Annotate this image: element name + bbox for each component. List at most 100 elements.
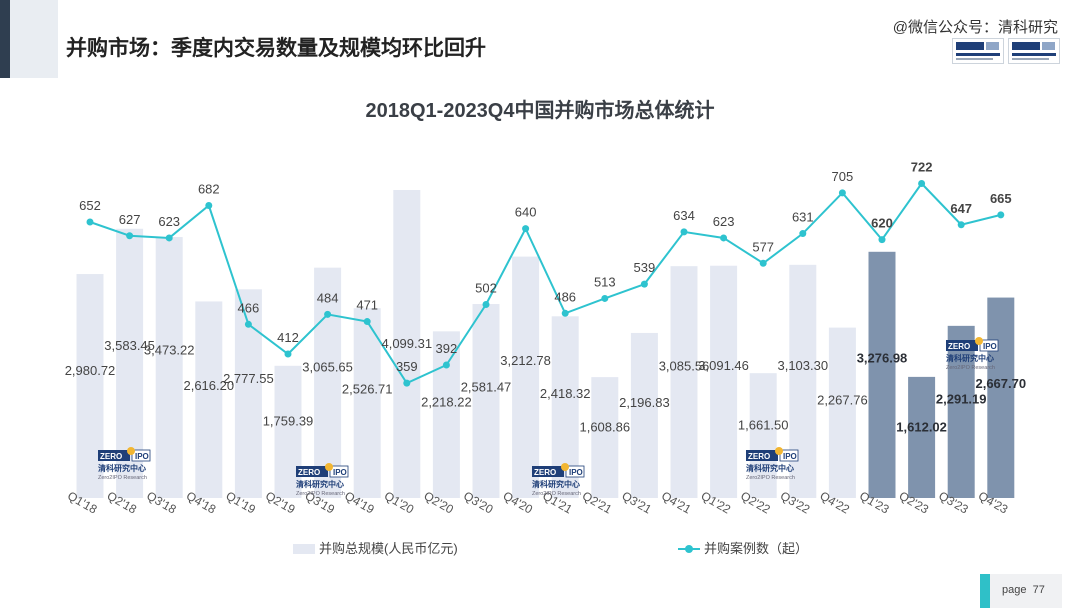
chart-logo-en-text: Zero2IPO Research: [296, 491, 345, 497]
bar-value-label-Q1'19: 2,777.55: [223, 371, 274, 386]
bar-value-label-Q4'22: 2,267.76: [817, 392, 868, 407]
bar-value-label-Q4'19: 2,526.71: [342, 382, 393, 397]
chart-logo-ipo-text: IPO: [135, 452, 149, 461]
bar-Q2'23: [908, 376, 936, 498]
chart-logo-watermark: ZERO IPO 清科研究中心 Zero2IPO Research: [946, 337, 999, 371]
deal-count-point-Q3'23: [957, 221, 965, 229]
deal-count-point-Q2'19: [284, 350, 292, 358]
bar-Q1'23: [868, 251, 896, 498]
deal-count-label-Q3'22: 631: [792, 210, 814, 225]
header-accent-bar: [0, 0, 10, 78]
legend-bar: 并购总规模(人民币亿元): [293, 538, 458, 557]
chart-logo-zero-text: ZERO: [748, 452, 770, 461]
watermark-text: @微信公众号：清科研究: [892, 19, 1058, 36]
legend-bar-swatch: [293, 544, 315, 554]
bar-value-label-Q3'19: 3,065.65: [302, 359, 353, 374]
bar-Q1'20: [393, 190, 421, 498]
chart-logo-watermark: ZERO IPO 清科研究中心 Zero2IPO Research: [98, 447, 151, 481]
bar-value-label-Q1'23: 3,276.98: [857, 351, 908, 366]
deal-count-label-Q2'19: 412: [277, 330, 299, 345]
chart-logo-cn-text: 清科研究中心: [98, 463, 146, 473]
bar-Q3'19: [314, 267, 342, 498]
page-indicator: page 77: [980, 574, 1062, 608]
bar-value-label-Q2'19: 1,759.39: [263, 413, 314, 428]
deal-count-label-Q4'22: 705: [832, 169, 854, 184]
bar-value-label-Q2'23: 1,612.02: [896, 419, 947, 434]
deal-count-label-Q2'23: 722: [911, 160, 933, 175]
deal-count-point-Q4'23: [997, 211, 1005, 219]
bar-value-label-Q4'23: 2,667.70: [975, 376, 1026, 391]
chart-logo-zero-text: ZERO: [534, 468, 556, 477]
chart-logo-watermark: ZERO IPO 清科研究中心 Zero2IPO Research: [746, 447, 799, 481]
deal-count-point-Q1'20: [403, 379, 411, 387]
bar-Q2'22: [749, 373, 777, 498]
deal-count-label-Q1'22: 623: [713, 214, 735, 229]
bar-Q3'20: [472, 304, 500, 498]
deal-count-label-Q2'21: 513: [594, 274, 616, 289]
zero2ipo-venture-logo: [952, 38, 1004, 64]
chart-logo-cn-text: 清科研究中心: [296, 479, 344, 489]
bar-Q2'19: [274, 365, 302, 498]
deal-count-point-Q3'21: [640, 280, 648, 288]
deal-count-point-Q2'18: [126, 232, 134, 240]
deal-count-point-Q2'22: [759, 259, 767, 267]
deal-count-label-Q2'22: 577: [752, 239, 774, 254]
bar-Q4'23: [987, 297, 1015, 498]
deal-count-label-Q2'20: 392: [436, 341, 458, 356]
deal-count-point-Q1'23: [878, 236, 886, 244]
legend-line-label: 并购案例数（起）: [704, 541, 809, 556]
chart-logo-watermark: ZERO IPO 清科研究中心 Zero2IPO Research: [532, 463, 585, 497]
page-headline: 并购市场：季度内交易数量及规模均环比回升: [66, 37, 486, 60]
bar-value-label-Q3'20: 2,581.47: [461, 379, 512, 394]
deal-count-label-Q4'23: 665: [990, 191, 1012, 206]
bar-Q3'21: [630, 332, 658, 498]
chart-logo-zero-text: ZERO: [948, 342, 970, 351]
chart-title: 2018Q1-2023Q4中国并购市场总体统计: [365, 100, 715, 122]
chart-logo-en-text: Zero2IPO Research: [98, 475, 147, 481]
deal-count-point-Q1'18: [86, 218, 94, 226]
page-label: page: [1002, 584, 1027, 596]
bar-value-label-Q4'20: 3,212.78: [500, 353, 551, 368]
chart-logo-ipo-text: IPO: [783, 452, 797, 461]
deal-count-label-Q4'21: 634: [673, 208, 695, 223]
deal-count-point-Q4'22: [838, 189, 846, 197]
page-number: 77: [1032, 584, 1045, 596]
deal-count-point-Q1'21: [561, 309, 569, 317]
deal-count-point-Q4'21: [680, 228, 688, 236]
chart-logo-ipo-text: IPO: [983, 342, 997, 351]
bar-Q3'18: [155, 237, 183, 498]
bar-Q4'19: [353, 308, 381, 498]
bar-value-label-Q4'21: 3,085.56: [659, 358, 710, 373]
chart-logo-cn-text: 清科研究中心: [532, 479, 580, 489]
deal-count-point-Q1'19: [244, 320, 252, 328]
bar-Q4'18: [195, 301, 223, 498]
bar-Q1'19: [234, 289, 262, 498]
deal-count-label-Q1'19: 466: [238, 300, 260, 315]
chart-logo-en-text: Zero2IPO Research: [946, 365, 995, 371]
bar-value-label-Q1'18: 2,980.72: [65, 363, 116, 378]
chart-logo-en-text: Zero2IPO Research: [746, 475, 795, 481]
zero2ipo-research-logo: [1008, 38, 1060, 64]
chart-logo-zero-text: ZERO: [100, 452, 122, 461]
chart-logo-ipo-text: IPO: [333, 468, 347, 477]
deal-count-label-Q4'20: 640: [515, 205, 537, 220]
deal-count-label-Q3'23: 647: [950, 201, 972, 216]
deal-count-label-Q3'20: 502: [475, 281, 497, 296]
legend-line: 并购案例数（起）: [678, 538, 808, 557]
deal-count-point-Q1'22: [720, 234, 728, 242]
deal-count-point-Q3'19: [324, 310, 332, 318]
deal-count-label-Q1'23: 620: [871, 216, 893, 231]
chart-logo-zero-text: ZERO: [298, 468, 320, 477]
deal-count-point-Q2'20: [442, 361, 450, 369]
chart-logo-en-text: Zero2IPO Research: [532, 491, 581, 497]
deal-count-point-Q4'18: [205, 202, 213, 209]
bar-value-label-Q2'21: 1,608.86: [579, 420, 630, 435]
bar-value-label-Q2'20: 2,218.22: [421, 394, 472, 409]
chart-logo-cn-text: 清科研究中心: [746, 463, 794, 473]
deal-count-label-Q4'19: 471: [356, 298, 378, 313]
page-accent: [980, 574, 990, 608]
bar-Q4'21: [670, 266, 698, 498]
deal-count-point-Q4'19: [363, 318, 371, 326]
bar-Q4'22: [828, 327, 856, 498]
